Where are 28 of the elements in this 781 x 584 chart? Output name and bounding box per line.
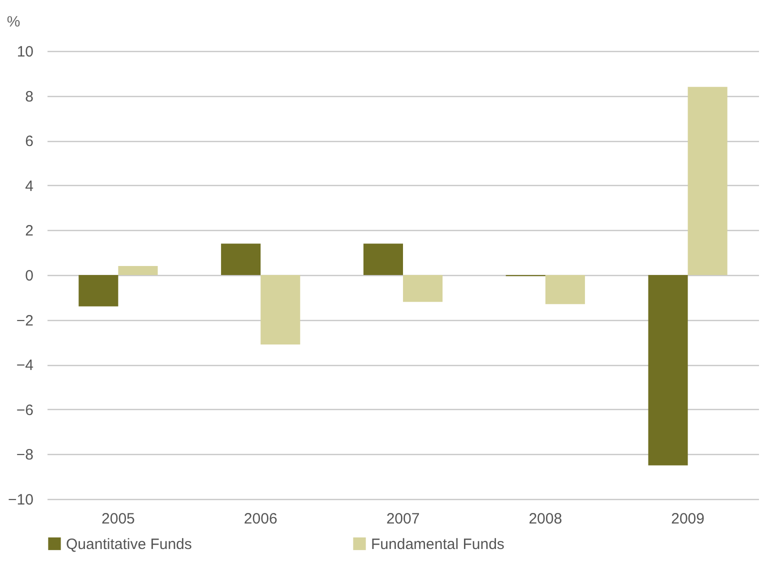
y-tick-label: 8 (25, 88, 34, 106)
legend-label: Fundamental Funds (371, 536, 504, 553)
y-tick-label: 2 (25, 222, 34, 240)
bar (260, 275, 300, 344)
x-tick-label: 2006 (244, 510, 278, 528)
y-tick-label: −8 (16, 446, 34, 464)
bar (363, 244, 403, 275)
bar (78, 275, 118, 306)
y-tick-label: 6 (25, 133, 34, 150)
y-tick-label: 4 (25, 178, 34, 195)
bar (648, 275, 688, 466)
bar (688, 86, 728, 275)
legend-label: Quantitative Funds (66, 536, 192, 553)
x-tick-label: 2007 (386, 510, 420, 528)
y-tick-label: −2 (16, 312, 34, 330)
x-tick-label: 2009 (671, 510, 704, 528)
y-axis-title: % (6, 14, 20, 30)
bar (118, 266, 158, 275)
y-tick-label: 10 (16, 44, 34, 60)
x-tick-label: 2008 (528, 510, 562, 528)
bar (545, 275, 585, 304)
bar (221, 244, 261, 275)
y-tick-label: −6 (16, 402, 34, 419)
bar (403, 275, 443, 302)
x-tick-label: 2005 (102, 510, 135, 528)
y-tick-label: −4 (16, 357, 34, 374)
y-tick-label: −10 (8, 492, 34, 508)
y-tick-label: 0 (25, 268, 34, 284)
